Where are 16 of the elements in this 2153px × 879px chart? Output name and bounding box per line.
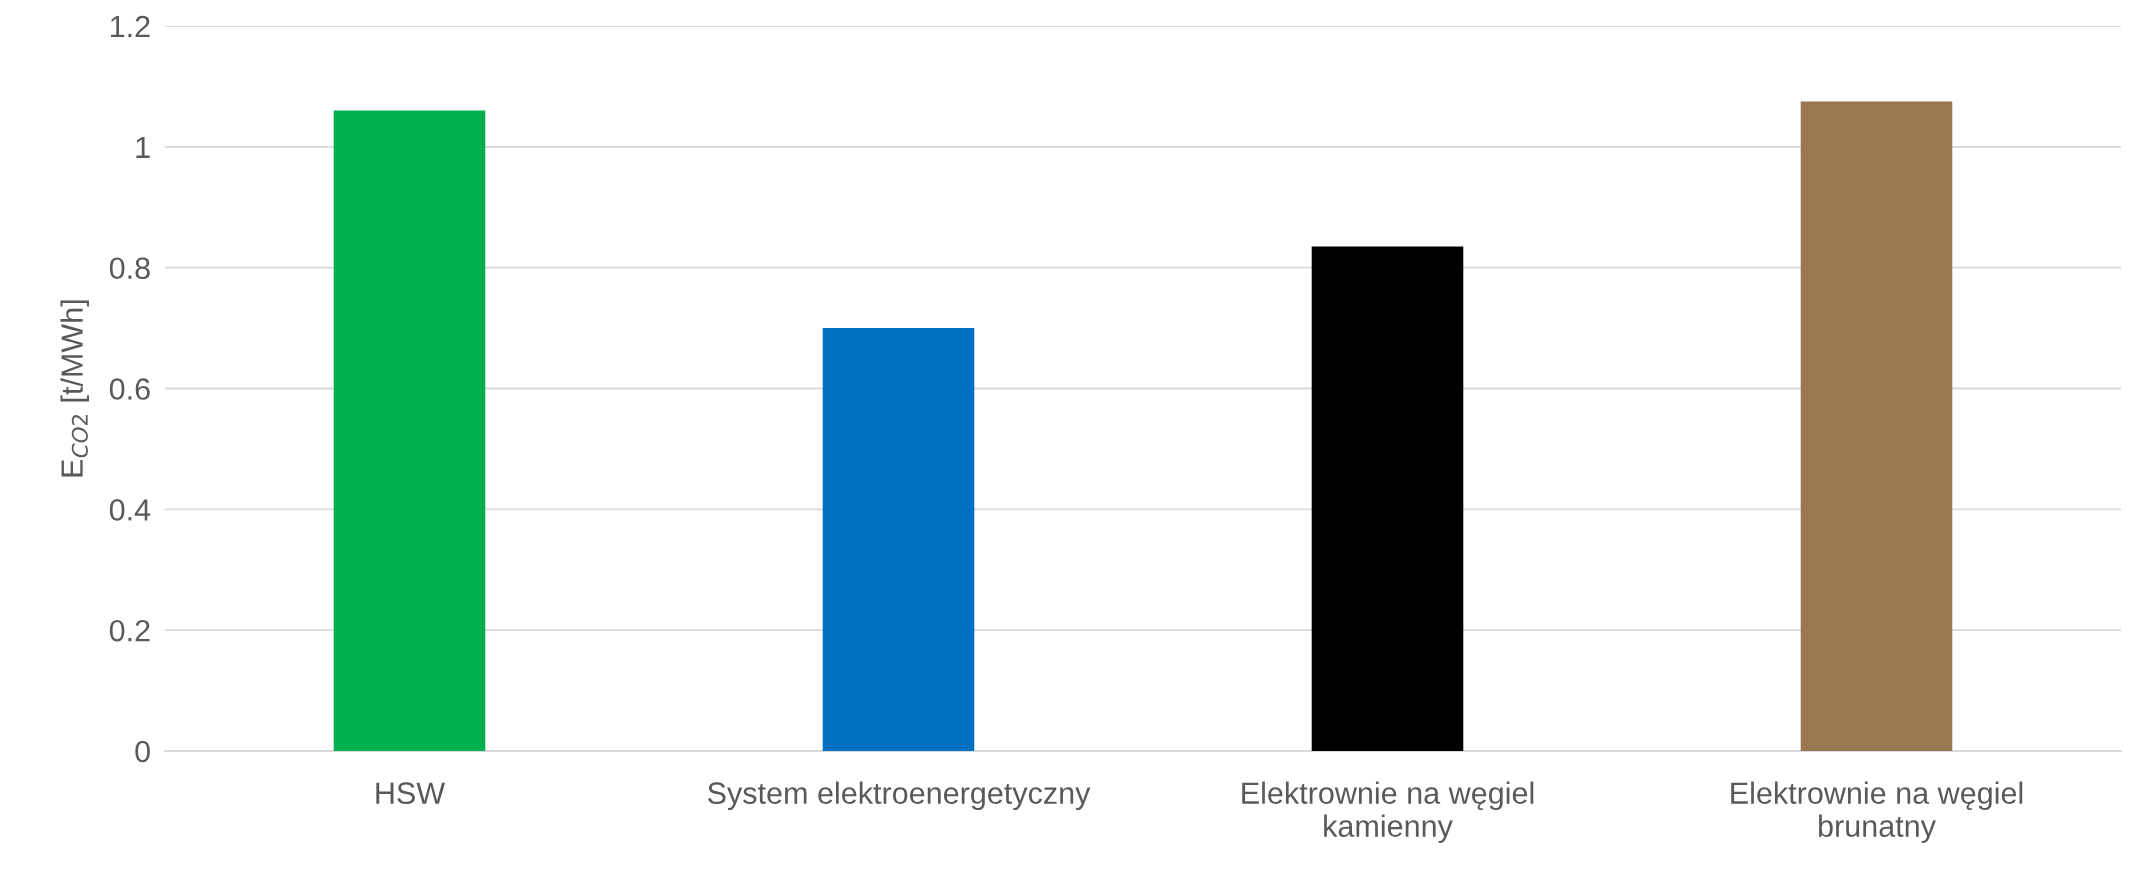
y-tick-label: 0 — [135, 740, 150, 763]
bar — [333, 110, 486, 751]
y-axis-title: E$_{CO2}$ [t/MWh] — [60, 300, 89, 477]
x-tick-label: HSW — [376, 782, 446, 804]
bar — [1311, 246, 1464, 751]
y-tick-label: 0.6 — [109, 378, 150, 400]
y-tick-label: 1.2 — [110, 15, 150, 38]
x-tick-label: Elektrownie na węgiel brunatny — [1731, 781, 2023, 843]
y-tick-label: 1 — [136, 136, 150, 158]
bar — [822, 328, 975, 751]
bar — [1800, 101, 1953, 751]
x-tick-label: Elektrownie na węgiel kamienny — [1242, 781, 1534, 843]
y-tick-label: 0.4 — [109, 499, 151, 521]
x-tick-label: System elektroenergetyczny — [708, 781, 1091, 811]
y-tick-label: 0.2 — [109, 619, 150, 642]
y-tick-label: 0.8 — [109, 257, 150, 280]
